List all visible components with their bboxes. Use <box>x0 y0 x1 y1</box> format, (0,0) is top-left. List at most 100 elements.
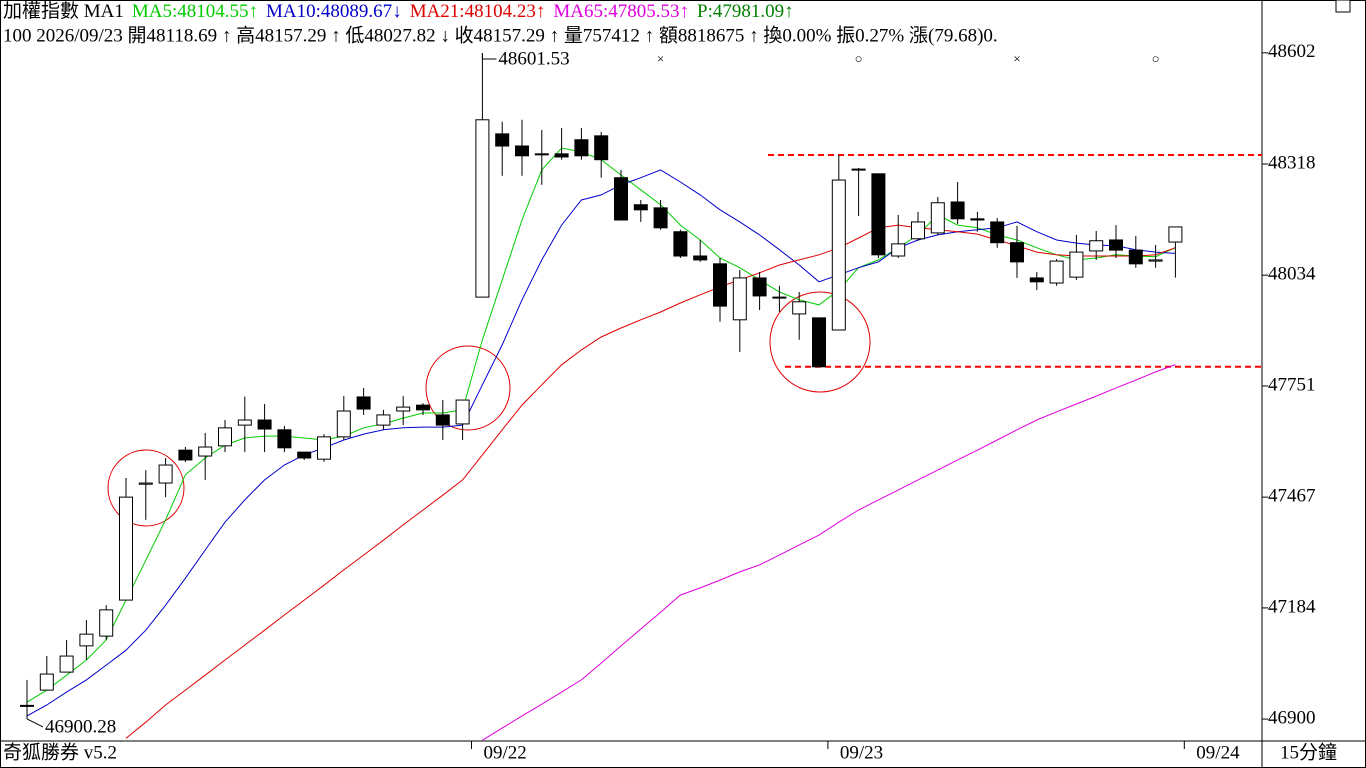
header-line: 加權指數 MA1 MA5:48104.55↑ MA10:48089.67↓ MA21:… <box>3 0 794 22</box>
footer: 奇狐勝券 v5.2 <box>3 741 117 763</box>
candle-body <box>356 396 371 410</box>
candle-body <box>138 482 153 485</box>
candle-body <box>237 419 252 426</box>
candle-body <box>257 419 272 430</box>
min-label: 46900.28 <box>45 716 116 737</box>
candle-body <box>614 177 628 221</box>
candle-body <box>1089 240 1104 252</box>
price-label: P:47981.09 <box>697 1 784 22</box>
legend-arrow: ↑ <box>536 1 546 22</box>
min-leader <box>26 718 44 728</box>
candle-body <box>396 406 411 412</box>
candle-body <box>1109 239 1123 251</box>
candle-body <box>59 655 74 673</box>
candle-body <box>554 153 569 158</box>
candle-body <box>1049 260 1064 284</box>
candle-body <box>732 277 747 321</box>
candle-body <box>871 173 886 256</box>
legend-arrow: ↓ <box>392 1 402 22</box>
candle-body <box>1148 259 1163 262</box>
legend-arrow: ↑ <box>680 1 690 22</box>
candle-body <box>673 231 688 257</box>
candle-body <box>911 221 925 240</box>
y-tick-label: 47751 <box>1268 374 1316 395</box>
candle-body <box>594 135 609 161</box>
candle-body <box>831 179 846 331</box>
candle-body <box>1168 226 1183 243</box>
candle-body <box>713 263 727 307</box>
candle-body <box>178 449 193 461</box>
candle-body <box>376 414 391 426</box>
ma-line <box>482 364 1176 741</box>
candle-body <box>317 436 331 460</box>
candle-body <box>653 207 668 229</box>
candle-body <box>930 202 945 234</box>
max-leader <box>481 53 497 60</box>
signal: ○ <box>1152 51 1160 66</box>
candle-body <box>455 399 470 425</box>
candle-body <box>752 277 767 297</box>
candle-body <box>950 201 965 220</box>
candle-body <box>20 704 34 707</box>
signal: ○ <box>855 51 863 66</box>
candle-body <box>435 414 450 426</box>
candle-body <box>534 153 549 156</box>
candle-body <box>1069 251 1084 278</box>
candle-body <box>277 429 292 449</box>
highlight-circle <box>107 449 185 527</box>
candle-body <box>79 633 94 647</box>
candle-body <box>1029 277 1044 283</box>
legend-arrow: ↑ <box>249 1 259 22</box>
candle-body <box>39 673 54 691</box>
candle-body <box>891 243 906 257</box>
y-tick-label: 48034 <box>1268 264 1316 285</box>
candle-body <box>1128 249 1143 265</box>
legend-entry: MA21:48104.23 <box>410 1 536 22</box>
candle-body <box>633 204 648 211</box>
info-line: 100 2026/09/23 開48118.69 ↑ 高48157.29 ↑ 低… <box>3 24 998 46</box>
candle-body <box>792 301 807 315</box>
timeframe: 15分鐘 <box>1280 741 1337 763</box>
candle-body <box>515 145 529 157</box>
candle-body <box>416 404 430 411</box>
highlight-circle <box>769 291 871 393</box>
candle-body <box>970 218 985 221</box>
y-tick-label: 48602 <box>1268 41 1316 62</box>
candle-body <box>158 464 173 484</box>
y-tick-label: 46900 <box>1268 707 1316 728</box>
candle-body <box>99 609 114 637</box>
price-arrow: ↑ <box>784 1 794 22</box>
candle-body <box>812 317 826 368</box>
legend-entry: MA5:48104.55 <box>132 1 249 22</box>
candle-body <box>475 119 490 298</box>
legend-entry: MA65:47805.53 <box>553 1 679 22</box>
max-label: 48601.53 <box>498 48 569 69</box>
signal: × <box>657 51 664 66</box>
ma-line <box>26 169 1176 717</box>
candle-body <box>218 427 232 447</box>
x-tick-label: 09/23 <box>840 742 883 763</box>
candle-body <box>772 296 787 299</box>
candle-body <box>990 221 1005 244</box>
candle-body <box>297 451 312 459</box>
highlight-circle <box>425 345 511 431</box>
candle-body <box>851 168 866 171</box>
candle-body <box>336 410 351 438</box>
y-tick-label: 47467 <box>1268 485 1316 506</box>
candle-body <box>119 496 133 601</box>
candle-body <box>198 446 213 457</box>
y-tick-label: 47184 <box>1268 596 1316 617</box>
candle-body <box>1010 242 1024 263</box>
chart-title: 加權指數 MA1 <box>3 0 124 22</box>
x-tick-label: 09/22 <box>484 742 527 763</box>
legend-entry: MA10:48089.67 <box>266 1 392 22</box>
window-button[interactable] <box>1335 0 1351 13</box>
x-tick-label: 09/24 <box>1196 742 1240 763</box>
y-tick-label: 48318 <box>1268 152 1316 173</box>
candle-body <box>495 133 510 147</box>
candle-body <box>693 255 708 261</box>
candle-body <box>574 139 589 157</box>
